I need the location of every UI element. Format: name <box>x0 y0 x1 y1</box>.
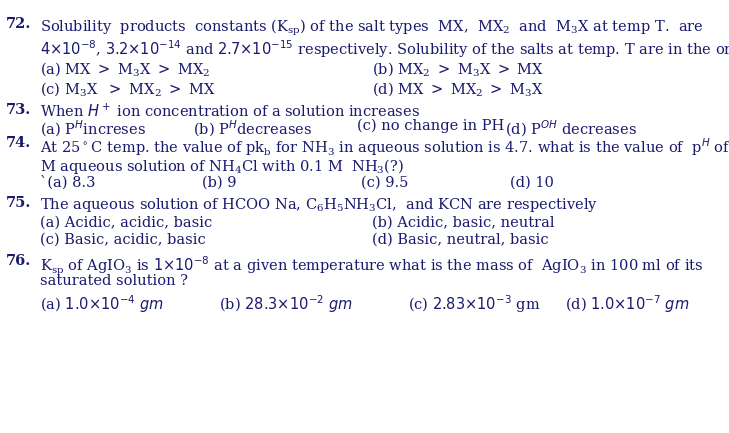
Text: (d) 10: (d) 10 <box>510 175 554 189</box>
Text: saturated solution ?: saturated solution ? <box>40 274 188 288</box>
Text: (d) MX $>$ $\mathregular{MX_2}$ $>$ $\mathregular{M_3}$X: (d) MX $>$ $\mathregular{MX_2}$ $>$ $\ma… <box>372 80 544 98</box>
Text: When $\mathit{H}^+$ ion concentration of a solution increases: When $\mathit{H}^+$ ion concentration of… <box>40 103 420 120</box>
Text: (b) Acidic, basic, neutral: (b) Acidic, basic, neutral <box>372 216 554 229</box>
Text: Solubility  products  constants ($\mathregular{K_{sp}}$) of the salt types  MX, : Solubility products constants ($\mathreg… <box>40 17 703 38</box>
Text: (c) Basic, acidic, basic: (c) Basic, acidic, basic <box>40 233 206 247</box>
Text: (b) 9: (b) 9 <box>202 175 236 189</box>
Text: (b) $\mathregular{MX_2}$ $>$ $\mathregular{M_3}$X $>$ MX: (b) $\mathregular{MX_2}$ $>$ $\mathregul… <box>372 61 544 78</box>
Text: (c) $2.83{\times}10^{-3}$ gm: (c) $2.83{\times}10^{-3}$ gm <box>408 293 541 315</box>
Text: 76.: 76. <box>6 254 31 268</box>
Text: 73.: 73. <box>6 103 31 117</box>
Text: $\mathregular{K_{sp}}$ of $\mathregular{AgIO_3}$ is $1{\times}10^{-8}$ at a give: $\mathregular{K_{sp}}$ of $\mathregular{… <box>40 254 703 277</box>
Text: 75.: 75. <box>6 196 31 210</box>
Text: 72.: 72. <box>6 17 31 31</box>
Text: (c) no change in PH: (c) no change in PH <box>357 119 504 133</box>
Text: $4{\times}10^{-8}$, $3.2{\times}10^{-14}$ and $2.7{\times}10^{-15}$ respectively: $4{\times}10^{-8}$, $3.2{\times}10^{-14}… <box>40 38 729 60</box>
Text: (a) Acidic, acidic, basic: (a) Acidic, acidic, basic <box>40 216 212 229</box>
Text: M aqueous solution of $\mathregular{NH_4}$Cl with 0.1 M  $\mathregular{NH_3}$(?): M aqueous solution of $\mathregular{NH_4… <box>40 157 404 176</box>
Text: At 25$^\circ$C temp. the value of $\mathregular{pk_b}$ for $\mathregular{NH_3}$ : At 25$^\circ$C temp. the value of $\math… <box>40 136 729 158</box>
Text: (d) P$^{OH}$ decreases: (d) P$^{OH}$ decreases <box>505 119 637 139</box>
Text: 74.: 74. <box>6 136 31 150</box>
Text: (c) $\mathregular{M_3}$X  $>$ $\mathregular{MX_2}$ $>$ MX: (c) $\mathregular{M_3}$X $>$ $\mathregul… <box>40 80 216 98</box>
Text: (a) MX $>$ $\mathregular{M_3}$X $>$ $\mathregular{MX_2}$: (a) MX $>$ $\mathregular{M_3}$X $>$ $\ma… <box>40 61 210 78</box>
Text: (b) P$^H$decreases: (b) P$^H$decreases <box>193 119 312 139</box>
Text: `(a) 8.3: `(a) 8.3 <box>40 175 95 190</box>
Text: (d) Basic, neutral, basic: (d) Basic, neutral, basic <box>372 233 548 247</box>
Text: (b) $28.3{\times}10^{-2}$ $\mathit{gm}$: (b) $28.3{\times}10^{-2}$ $\mathit{gm}$ <box>219 293 352 315</box>
Text: (c) 9.5: (c) 9.5 <box>361 175 408 189</box>
Text: The aqueous solution of HCOO Na, $\mathregular{C_6H_5NH_3}$Cl,  and KCN are resp: The aqueous solution of HCOO Na, $\mathr… <box>40 196 599 214</box>
Text: (d) $1.0{\times}10^{-7}$ $\mathit{gm}$: (d) $1.0{\times}10^{-7}$ $\mathit{gm}$ <box>565 293 690 315</box>
Text: (a) $1.0{\times}10^{-4}$ $\mathit{gm}$: (a) $1.0{\times}10^{-4}$ $\mathit{gm}$ <box>40 293 164 315</box>
Text: (a) P$^H$increses: (a) P$^H$increses <box>40 119 146 139</box>
